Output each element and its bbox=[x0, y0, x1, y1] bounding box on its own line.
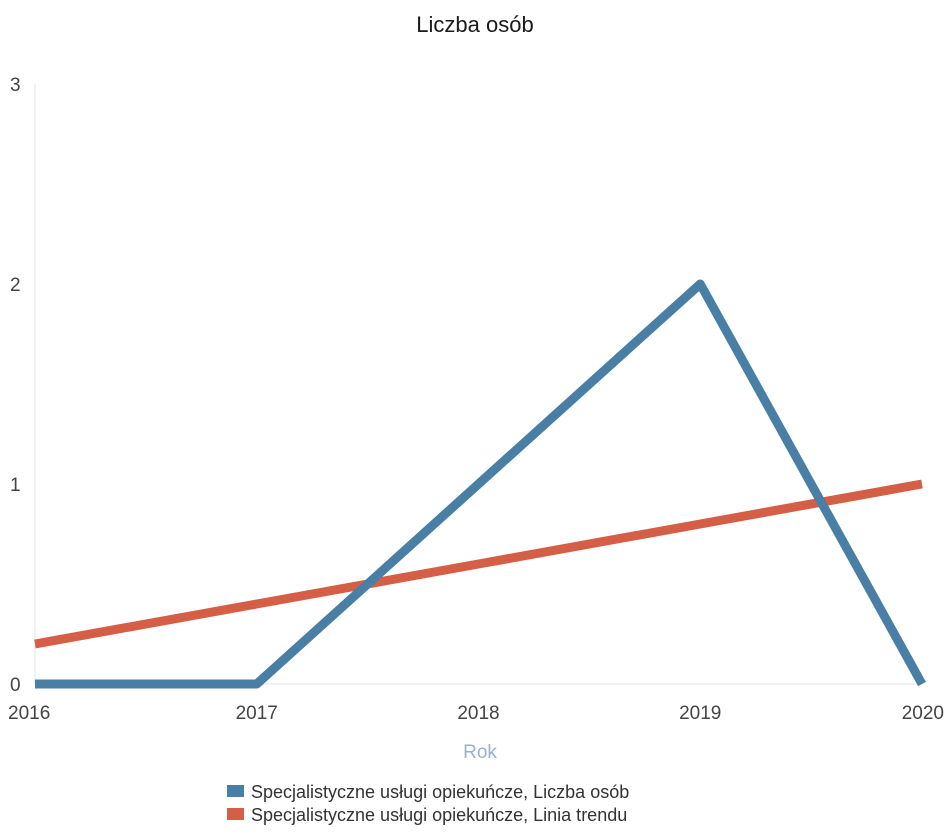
x-tick-label: 2018 bbox=[457, 703, 499, 724]
legend-swatch-1 bbox=[227, 808, 244, 820]
series-lines bbox=[34, 279, 926, 689]
x-tick-label: 2016 bbox=[8, 703, 50, 724]
x-tick-label: 2019 bbox=[679, 703, 721, 724]
y-tick-label: 0 bbox=[10, 675, 21, 696]
y-tick-label: 1 bbox=[10, 475, 21, 496]
series-line-0 bbox=[35, 279, 926, 689]
y-tick-label: 3 bbox=[10, 75, 21, 96]
legend-label-0: Specjalistyczne usługi opiekuńcze, Liczb… bbox=[251, 782, 629, 802]
legend: Specjalistyczne usługi opiekuńcze, Liczb… bbox=[227, 782, 629, 825]
legend-label-1: Specjalistyczne usługi opiekuńcze, Linia… bbox=[251, 805, 627, 825]
x-tick-label: 2020 bbox=[902, 703, 944, 724]
chart-title: Liczba osób bbox=[416, 12, 533, 37]
x-tick-label: 2017 bbox=[236, 703, 278, 724]
series-line-1 bbox=[34, 479, 923, 649]
y-tick-label: 2 bbox=[10, 275, 21, 296]
x-axis-label: Rok bbox=[463, 742, 497, 763]
y-tick-labels: 0 1 2 3 bbox=[10, 75, 21, 696]
legend-swatch-0 bbox=[227, 785, 244, 797]
x-tick-labels: 2016 2017 2018 2019 2020 bbox=[8, 703, 944, 724]
